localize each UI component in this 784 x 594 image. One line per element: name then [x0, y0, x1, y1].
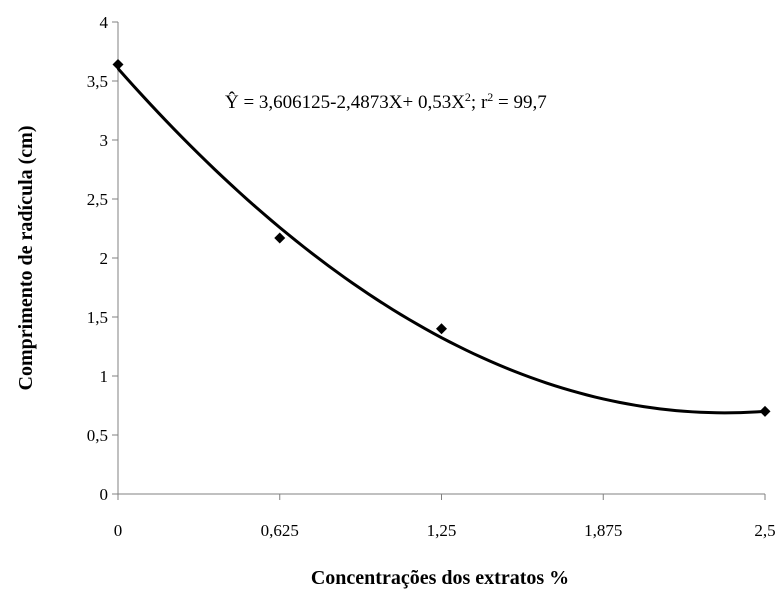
- fit-curve: [116, 67, 766, 415]
- y-tick-label: 2: [100, 249, 109, 268]
- data-point-marker: [759, 405, 771, 417]
- y-tick-label: 3,5: [87, 72, 108, 91]
- y-tick-label: 2,5: [87, 190, 108, 209]
- axes: [112, 21, 766, 500]
- data-points: [112, 58, 771, 417]
- y-tick-labels: 0 0,5 1 1,5 2 2,5 3 3,5 4: [87, 13, 109, 504]
- y-tick-label: 0,5: [87, 426, 108, 445]
- x-axis-title: Concentrações dos extratos %: [311, 567, 569, 589]
- y-axis-title: Comprimento de radícula (cm): [15, 126, 37, 391]
- x-tick-label: 0: [114, 521, 123, 540]
- x-tick-label: 1,875: [584, 521, 622, 540]
- x-tick-label: 1,25: [427, 521, 457, 540]
- x-tick-label: 0,625: [261, 521, 299, 540]
- data-point-marker: [436, 323, 447, 335]
- y-tick-label: 4: [100, 13, 109, 32]
- y-tick-label: 1,5: [87, 308, 108, 327]
- equation-superscript-2: 2: [487, 90, 493, 104]
- x-tick-label: 2,5: [754, 521, 775, 540]
- data-point-marker: [112, 58, 124, 70]
- y-tick-label: 1: [100, 367, 109, 386]
- equation-r2: = 99,7: [493, 92, 546, 113]
- data-point-marker: [274, 232, 286, 244]
- y-tick-label: 0: [100, 485, 109, 504]
- equation-main: Ŷ = 3,606125-2,4873X+ 0,53X: [225, 91, 465, 113]
- x-tick-labels: 0 0,625 1,25 1,875 2,5: [114, 521, 776, 540]
- y-tick-label: 3: [100, 131, 109, 150]
- equation-superscript: 2: [465, 90, 471, 104]
- equation-separator: ; r: [471, 92, 488, 113]
- fit-equation: Ŷ = 3,606125-2,4873X+ 0,53X2; r2 = 99,7: [225, 90, 547, 113]
